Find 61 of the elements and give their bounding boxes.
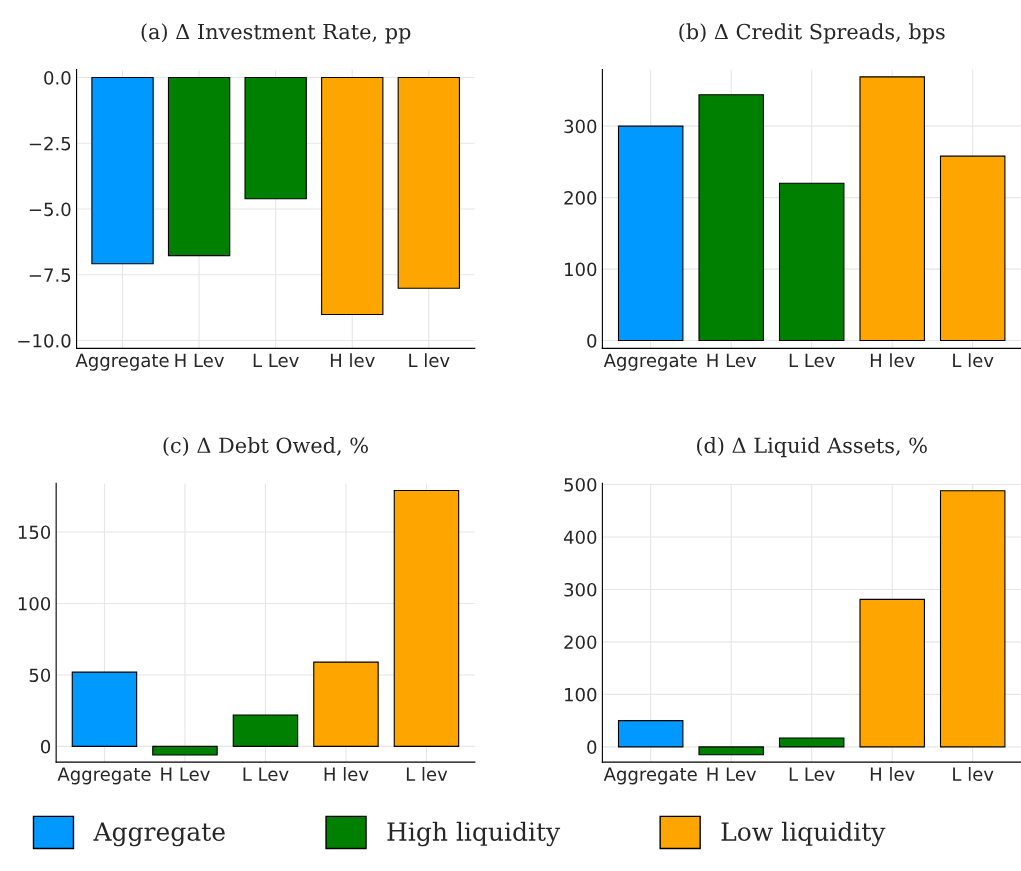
y-tick-label: 0 [41,739,51,754]
x-tick-label: H Lev [161,767,210,781]
y-tick-label: 400 [563,530,597,545]
x-tick-label: H Lev [707,767,757,781]
bar [71,671,138,747]
x-tick-label: H Lev [707,353,757,368]
y-tick-label: 100 [565,262,597,277]
y-tick-label: 100 [565,687,597,702]
legend-label: Aggregate [93,822,225,847]
y-tick-label: 200 [564,635,597,650]
chart-title: (c) Δ Debt Owed, % [163,437,368,457]
x-tick-label: Aggregate [603,767,697,785]
y-tick-label: 100 [18,596,51,611]
y-tick-label: 300 [564,119,597,134]
bar [778,737,845,748]
x-tick-label: Aggregate [57,767,151,785]
bar [152,745,218,756]
y-tick-label: −2.5 [29,136,71,151]
y-tick-label: −7.5 [29,268,71,282]
y-tick-label: 500 [564,477,597,492]
bar [313,661,379,747]
x-tick-label: Aggregate [603,353,697,371]
x-tick-label: L Lev [789,767,835,781]
x-tick-label: Aggregate [75,353,169,371]
x-tick-label: H lev [324,766,369,781]
y-tick-label: 50 [29,668,51,683]
x-tick-label: H lev [870,766,915,781]
bar [859,598,925,748]
chart-title: (b) Δ Credit Spreads, bps [679,23,945,44]
y-tick-label: 200 [564,191,597,205]
x-tick-label: L lev [409,353,450,368]
bar [393,489,460,747]
x-tick-label: L lev [953,353,994,368]
x-tick-label: H Lev [175,353,224,368]
bar [778,182,845,342]
x-tick-label: L lev [953,766,994,781]
x-tick-label: H lev [330,353,375,368]
y-tick-label: 0 [587,334,597,348]
chart-title: (a) Δ Investment Rate, pp [141,23,411,44]
chart-title: (d) Δ Liquid Assets, % [697,437,927,458]
legend-label: High liquidity [387,821,561,847]
y-tick-label: 0 [587,740,597,755]
x-tick-label: L Lev [789,353,835,368]
bar [232,714,299,747]
bar [939,490,1006,748]
x-tick-label: L Lev [253,353,299,368]
y-tick-label: 0.0 [44,71,71,85]
x-tick-label: L lev [406,766,448,781]
y-tick-label: −5.0 [29,202,71,217]
bar [939,155,1006,342]
y-tick-label: 150 [18,525,51,540]
legend-label: Low liquidity [721,821,886,847]
bar [698,94,764,342]
y-tick-label: −10.0 [18,333,71,348]
y-tick-label: 300 [564,582,597,597]
bar [617,720,684,748]
bar [859,76,925,342]
bar [617,125,684,342]
x-tick-label: H lev [870,353,915,368]
x-tick-label: L Lev [243,767,289,781]
bar [698,746,764,756]
